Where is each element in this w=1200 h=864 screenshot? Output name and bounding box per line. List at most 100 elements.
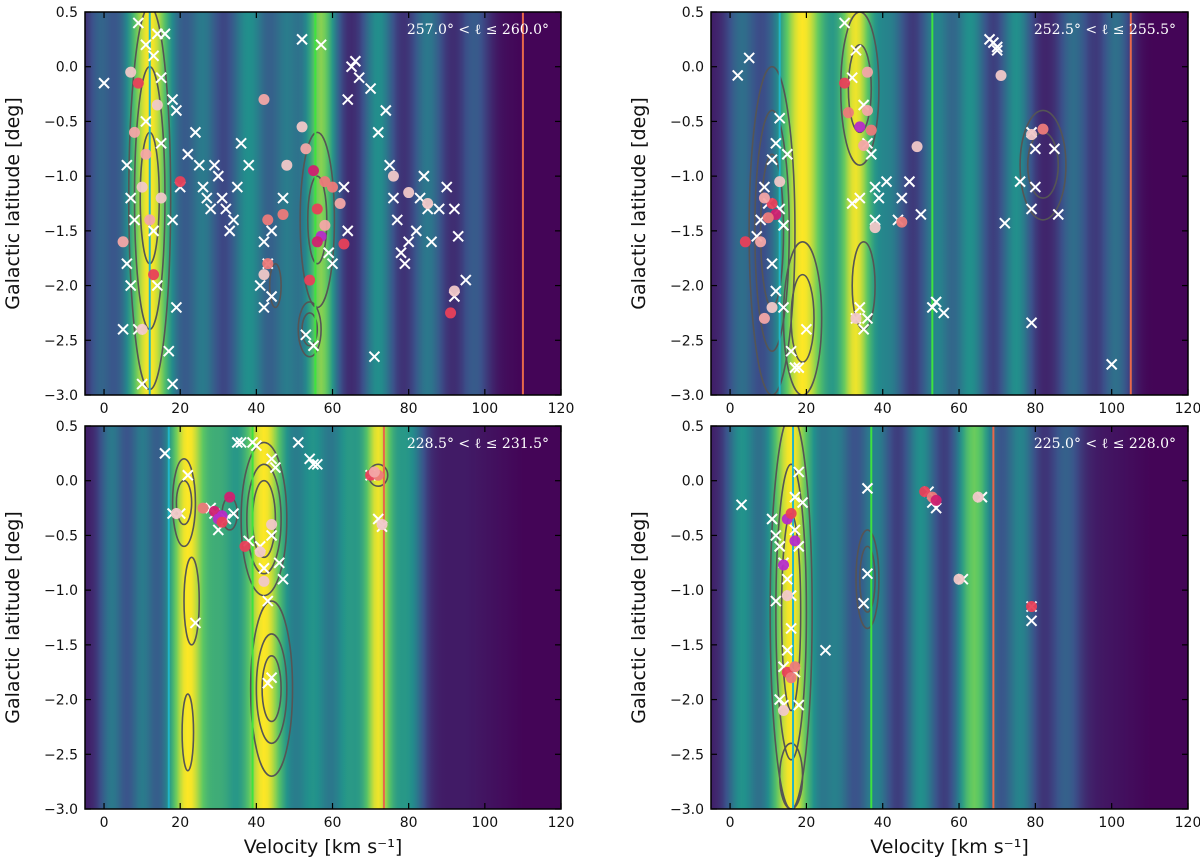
dot-marker [148,269,160,281]
cross-marker [915,208,927,221]
y-tick-label: −2.5 [44,333,78,349]
cross-marker [250,439,263,452]
y-tick-label: −2.0 [670,693,704,709]
contour-line [839,12,880,166]
contour-line [775,463,808,761]
cross-marker [785,345,797,357]
y-tick-label: −1.5 [44,224,78,240]
cross-marker [743,52,755,64]
cross-marker [258,562,270,574]
cross-marker [307,340,320,352]
cross-marker [117,323,129,336]
marker-group [732,17,1118,374]
plot-frame [84,11,562,396]
cross-marker [277,192,289,204]
dot-marker [262,258,274,270]
cross-marker [869,181,881,193]
cross-marker [861,568,874,580]
cross-marker [391,214,403,226]
cross-marker [433,203,445,215]
cross-marker [124,279,137,292]
dot-marker [869,222,881,234]
cross-marker [262,677,274,689]
x-tick-label: 40 [247,815,265,831]
dot-marker [766,301,778,313]
dot-marker [258,575,270,587]
cross-marker [410,225,423,237]
dot-marker [919,486,931,498]
cross-marker [368,350,381,363]
dot-marker [311,236,323,248]
y-tick-label: 0.5 [682,5,704,21]
dot-marker [755,236,767,248]
x-tick-label: 120 [548,401,575,417]
dot-marker [778,559,790,571]
panel-title: 257.0° < ℓ ≤ 260.0° [407,22,549,38]
y-tick-label: 0.0 [682,60,704,76]
x-tick-label: 100 [1098,401,1125,417]
cross-marker [402,236,415,248]
cross-marker [265,453,278,465]
x-tick-label: 20 [797,401,815,417]
cross-marker [147,50,160,62]
x-tick-label: 100 [471,401,498,417]
cross-marker [303,453,316,465]
x-tick-label: 20 [797,815,815,831]
cross-marker [873,192,885,204]
cross-marker [395,247,407,259]
panels: 0 20 40 60 80 100 120 0.5 0.0 −0.5 −1.0 −1.5 −2.0 −2.… [2,5,1200,858]
y-tick-label: −1.5 [44,638,78,654]
x-tick-label: 40 [874,401,892,417]
dot-marker [995,69,1007,81]
cross-marker [193,159,205,171]
dot-marker [781,590,793,602]
dot-marker [224,491,236,503]
y-tick-label: −2.0 [670,279,704,295]
cross-marker [147,225,160,237]
dot-marker [911,141,923,153]
contour-line [754,109,791,353]
dot-marker [304,274,316,286]
dot-marker [778,705,790,717]
dot-marker [254,546,266,558]
cross-marker [846,197,858,210]
cross-marker [785,622,797,635]
cross-marker [265,290,278,303]
cross-marker [380,104,392,117]
cross-marker [781,644,794,657]
dot-marker [262,214,274,226]
cross-marker [838,17,851,29]
cross-marker [166,214,179,226]
cross-marker [269,461,282,474]
cross-marker [166,93,179,106]
dot-marker [1026,129,1038,141]
cross-marker [770,285,782,297]
dot-marker [774,176,786,188]
heatmap-background [711,426,1188,809]
cross-marker [1014,175,1026,188]
dot-marker [296,121,308,133]
dot-marker [174,176,186,188]
dot-marker [972,491,984,503]
cross-marker [364,82,377,95]
dot-marker [300,143,312,155]
cross-marker [170,301,183,314]
y-tick-label: −1.5 [670,638,704,654]
cross-marker [766,257,778,270]
cross-marker [903,175,916,188]
cross-marker [425,236,438,248]
cross-marker [387,192,400,204]
cross-marker [800,323,813,336]
cross-marker [151,279,164,292]
cross-marker [345,61,358,73]
cross-marker [353,71,365,84]
panel-title: 252.5° < ℓ ≤ 255.5° [1034,22,1176,38]
dot-marker [216,516,228,528]
contour-line [855,529,880,630]
marker-group [159,436,388,689]
contour-group [171,441,389,777]
x-tick-label: 0 [100,401,109,417]
y-tick-label: 0.0 [682,474,704,490]
cross-marker [399,257,411,270]
